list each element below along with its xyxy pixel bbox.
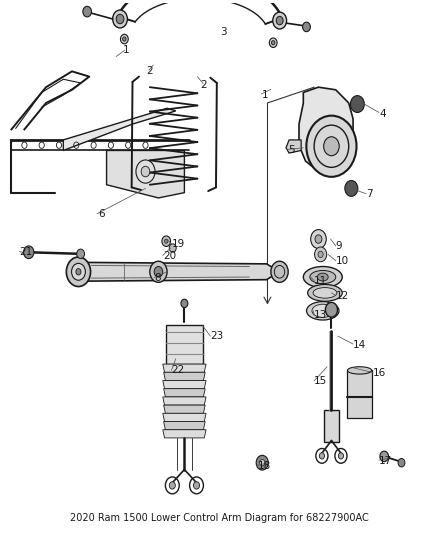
Ellipse shape bbox=[310, 270, 336, 284]
Polygon shape bbox=[164, 389, 205, 397]
Polygon shape bbox=[106, 150, 184, 198]
Circle shape bbox=[398, 458, 405, 467]
Circle shape bbox=[338, 453, 343, 459]
Ellipse shape bbox=[312, 304, 334, 317]
Ellipse shape bbox=[307, 302, 339, 320]
Polygon shape bbox=[164, 422, 205, 430]
Bar bbox=[347, 370, 372, 418]
Text: 9: 9 bbox=[336, 241, 343, 252]
Polygon shape bbox=[70, 262, 279, 281]
Circle shape bbox=[76, 269, 81, 275]
Text: 2: 2 bbox=[201, 79, 207, 90]
Circle shape bbox=[181, 299, 188, 308]
Bar bbox=[166, 325, 202, 364]
Polygon shape bbox=[163, 413, 206, 422]
Circle shape bbox=[66, 257, 91, 287]
Polygon shape bbox=[163, 397, 206, 405]
Circle shape bbox=[345, 181, 358, 196]
Circle shape bbox=[272, 41, 275, 45]
Text: 15: 15 bbox=[314, 376, 327, 386]
Text: 11: 11 bbox=[314, 276, 327, 286]
Text: 7: 7 bbox=[366, 189, 373, 199]
Text: 2020 Ram 1500 Lower Control Arm Diagram for 68227900AC: 2020 Ram 1500 Lower Control Arm Diagram … bbox=[70, 513, 368, 523]
Circle shape bbox=[120, 34, 128, 44]
Text: 3: 3 bbox=[220, 27, 226, 37]
Text: 4: 4 bbox=[379, 109, 385, 118]
Circle shape bbox=[77, 249, 85, 259]
Text: 19: 19 bbox=[171, 239, 185, 249]
Polygon shape bbox=[164, 405, 205, 413]
Circle shape bbox=[260, 459, 265, 466]
Circle shape bbox=[169, 482, 175, 489]
Circle shape bbox=[169, 244, 176, 252]
Ellipse shape bbox=[313, 288, 337, 298]
Circle shape bbox=[273, 12, 286, 29]
Polygon shape bbox=[163, 364, 206, 372]
Text: 12: 12 bbox=[336, 291, 349, 301]
Circle shape bbox=[315, 235, 322, 243]
Text: 22: 22 bbox=[171, 366, 185, 375]
Text: 10: 10 bbox=[336, 256, 349, 266]
Circle shape bbox=[154, 266, 163, 277]
Circle shape bbox=[380, 451, 389, 462]
Circle shape bbox=[123, 37, 126, 41]
Text: 23: 23 bbox=[210, 331, 224, 341]
Circle shape bbox=[116, 14, 124, 24]
Text: 8: 8 bbox=[154, 273, 161, 283]
Circle shape bbox=[276, 17, 283, 25]
Circle shape bbox=[83, 6, 92, 17]
Circle shape bbox=[269, 38, 277, 47]
Circle shape bbox=[194, 482, 200, 489]
Text: 13: 13 bbox=[314, 310, 327, 320]
Circle shape bbox=[314, 247, 327, 262]
Circle shape bbox=[150, 261, 167, 282]
Ellipse shape bbox=[347, 367, 372, 374]
Circle shape bbox=[256, 455, 268, 470]
Bar bbox=[324, 410, 339, 442]
Text: 5: 5 bbox=[288, 146, 295, 156]
Text: 20: 20 bbox=[163, 251, 176, 261]
Circle shape bbox=[319, 453, 325, 459]
Text: 17: 17 bbox=[379, 456, 392, 466]
Circle shape bbox=[324, 137, 339, 156]
Circle shape bbox=[303, 22, 311, 31]
Circle shape bbox=[325, 302, 338, 317]
Polygon shape bbox=[163, 381, 206, 389]
Text: 1: 1 bbox=[262, 90, 269, 100]
Circle shape bbox=[141, 166, 150, 177]
Circle shape bbox=[311, 230, 326, 248]
Polygon shape bbox=[163, 430, 206, 438]
Circle shape bbox=[162, 236, 170, 246]
Circle shape bbox=[306, 116, 357, 177]
Text: 14: 14 bbox=[353, 340, 366, 350]
Ellipse shape bbox=[318, 273, 328, 281]
Polygon shape bbox=[164, 372, 205, 381]
Text: 16: 16 bbox=[373, 368, 386, 378]
Ellipse shape bbox=[304, 266, 342, 288]
Circle shape bbox=[350, 95, 364, 112]
Polygon shape bbox=[286, 140, 301, 153]
Text: 21: 21 bbox=[19, 247, 32, 257]
Text: 2: 2 bbox=[146, 66, 153, 76]
Polygon shape bbox=[299, 87, 353, 172]
Ellipse shape bbox=[307, 285, 342, 301]
Text: 6: 6 bbox=[98, 209, 105, 219]
Circle shape bbox=[71, 263, 85, 280]
Circle shape bbox=[318, 251, 323, 257]
Text: 18: 18 bbox=[258, 461, 271, 471]
Circle shape bbox=[271, 261, 288, 282]
Circle shape bbox=[113, 10, 127, 28]
Text: 1: 1 bbox=[123, 45, 129, 55]
Circle shape bbox=[165, 239, 168, 243]
Polygon shape bbox=[64, 108, 176, 150]
Circle shape bbox=[24, 246, 34, 259]
